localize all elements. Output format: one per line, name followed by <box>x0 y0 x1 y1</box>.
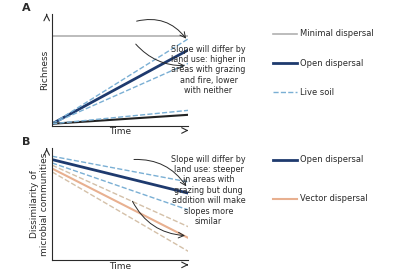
Text: B: B <box>22 137 30 147</box>
X-axis label: Time: Time <box>109 262 132 271</box>
Text: Vector dispersal: Vector dispersal <box>300 194 368 203</box>
Text: Open dispersal: Open dispersal <box>300 59 363 67</box>
Text: Minimal dispersal: Minimal dispersal <box>300 29 374 38</box>
Text: Live soil: Live soil <box>300 88 334 97</box>
Text: Slope will differ by
land use: steeper
in areas with
grazing but dung
addition w: Slope will differ by land use: steeper i… <box>171 155 246 226</box>
Text: Slope will differ by
land use: higher in
areas with grazing
and fire, lower
with: Slope will differ by land use: higher in… <box>171 45 246 95</box>
Y-axis label: Dissimilarity of
microbial communities: Dissimilarity of microbial communities <box>30 153 49 256</box>
Y-axis label: Richness: Richness <box>41 50 49 90</box>
Text: Open dispersal: Open dispersal <box>300 155 363 164</box>
Text: A: A <box>22 3 31 13</box>
X-axis label: Time: Time <box>109 127 132 136</box>
